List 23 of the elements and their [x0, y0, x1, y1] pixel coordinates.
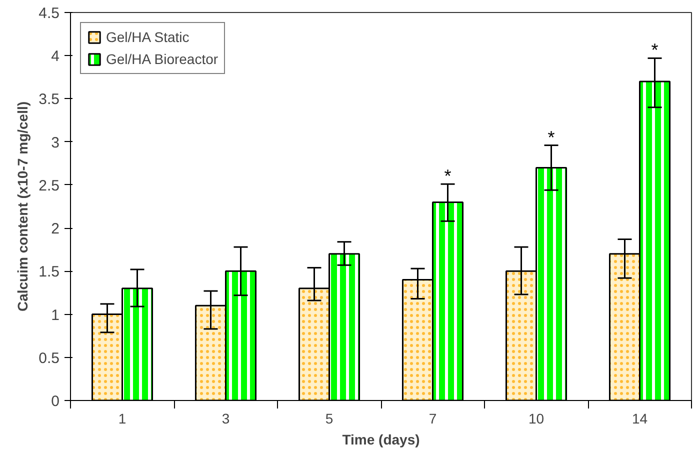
data-label: *	[548, 127, 555, 148]
data-label: *	[651, 40, 658, 60]
y-tick-label: 3.5	[38, 91, 60, 108]
x-tick-label: 10	[528, 410, 544, 426]
y-tick-label: 0.5	[38, 350, 60, 367]
x-tick-label: 1	[118, 410, 126, 426]
y-tick-label: 1.5	[38, 264, 60, 281]
y-tick-label: 3	[51, 134, 60, 152]
y-tick-label: 4	[51, 48, 60, 66]
x-tick-label: 7	[428, 410, 437, 426]
data-label: *	[444, 166, 452, 186]
y-tick-label: 4.5	[38, 5, 60, 22]
legend-label: Gel/HA Bioreactor	[106, 51, 218, 67]
x-axis-title: Time (days)	[342, 432, 420, 448]
legend-label: Gel/HA Static	[106, 29, 190, 45]
y-tick-label: 2	[51, 220, 60, 238]
y-tick-label: 1	[51, 306, 60, 324]
x-tick-label: 3	[222, 410, 230, 426]
y-axis-title: Calcuim content (x10-7 mg/cell)	[14, 101, 31, 312]
x-tick-label: 5	[325, 410, 334, 426]
y-tick-label: 0	[51, 393, 60, 410]
x-tick-label: 14	[632, 410, 648, 426]
y-tick-label: 2.5	[38, 177, 60, 194]
